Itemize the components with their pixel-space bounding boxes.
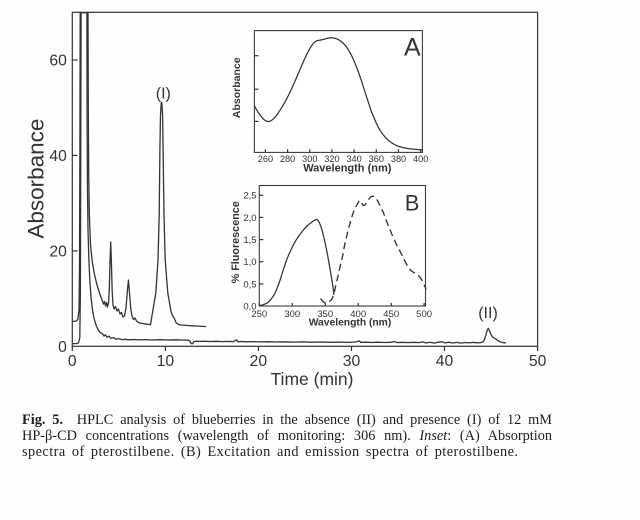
svg-text:450: 450 [383,309,399,320]
svg-text:(I): (I) [156,86,171,103]
svg-text:280: 280 [280,154,295,164]
svg-text:2,5: 2,5 [243,191,256,202]
svg-text:30: 30 [343,353,361,370]
svg-text:Absorbance: Absorbance [231,57,243,118]
svg-text:40: 40 [436,353,454,370]
svg-text:2,0: 2,0 [243,213,256,224]
svg-text:10: 10 [157,353,175,370]
svg-text:1,0: 1,0 [243,257,256,268]
svg-text:Absorbance: Absorbance [24,119,49,239]
svg-text:60: 60 [49,53,67,70]
svg-text:320: 320 [324,154,339,164]
svg-text:360: 360 [369,154,384,164]
svg-text:0,0: 0,0 [243,301,256,312]
svg-text:300: 300 [284,309,300,320]
svg-text:40: 40 [49,148,67,165]
svg-text:380: 380 [391,154,406,164]
svg-text:(II): (II) [478,305,498,322]
svg-text:350: 350 [317,309,333,320]
svg-text:0,5: 0,5 [243,279,256,290]
svg-text:250: 250 [251,309,267,320]
svg-text:Wavelength (nm): Wavelength (nm) [303,163,392,175]
svg-text:50: 50 [529,353,547,370]
svg-text:A: A [404,34,421,62]
svg-text:0: 0 [58,339,67,356]
svg-text:400: 400 [413,154,428,164]
svg-text:20: 20 [250,353,268,370]
svg-text:% Fluorescence: % Fluorescence [230,201,242,283]
svg-text:20: 20 [49,243,67,260]
svg-text:300: 300 [302,154,317,164]
svg-text:260: 260 [258,154,273,164]
svg-text:0: 0 [68,353,77,370]
svg-text:Time (min): Time (min) [271,369,354,389]
svg-text:B: B [405,191,420,216]
svg-text:Wavelength (nm): Wavelength (nm) [309,318,392,329]
svg-text:340: 340 [346,154,361,164]
svg-text:500: 500 [416,309,432,320]
svg-text:1,5: 1,5 [243,235,256,246]
svg-text:400: 400 [350,309,366,320]
